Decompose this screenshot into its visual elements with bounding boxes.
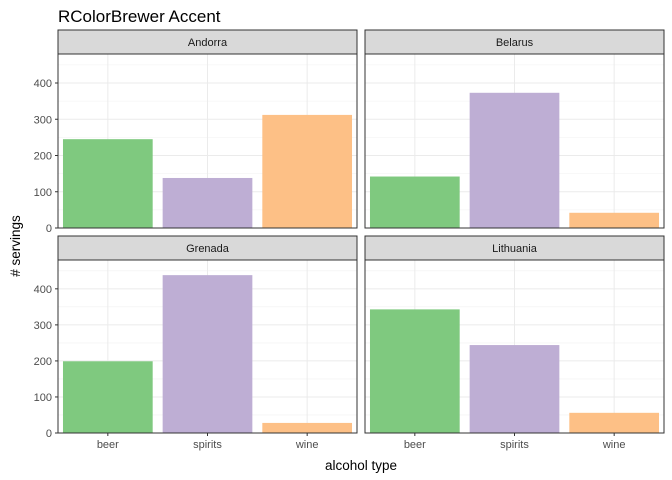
bar-beer bbox=[62, 139, 153, 228]
facet-strip bbox=[57, 29, 358, 55]
bar-beer bbox=[369, 176, 460, 228]
x-axis-title: alcohol type bbox=[325, 458, 397, 473]
bar-wine bbox=[262, 114, 353, 228]
facet-panel-lithuania: Lithuania beer spirits wine bbox=[364, 235, 665, 451]
bar-spirits bbox=[469, 92, 560, 228]
y-tick-label: 200 bbox=[34, 151, 52, 163]
y-tick-label: 100 bbox=[34, 187, 52, 199]
y-tick-label: 400 bbox=[34, 284, 52, 296]
x-tick-label: wine bbox=[295, 439, 319, 451]
bar-wine bbox=[262, 422, 353, 433]
facet-panel-grenada: Grenada 0 100 200 300 400 beer spirits wine bbox=[34, 235, 358, 451]
bar-beer bbox=[369, 309, 460, 433]
y-tick-label: 100 bbox=[34, 392, 52, 404]
x-tick-label: beer bbox=[97, 439, 119, 451]
chart-title: RColorBrewer Accent bbox=[58, 7, 221, 26]
facet-strip-label: Grenada bbox=[186, 243, 230, 255]
x-tick-label: spirits bbox=[500, 439, 529, 451]
facet-strip-label: Andorra bbox=[188, 37, 228, 49]
facet-strip-label: Lithuania bbox=[492, 243, 538, 255]
x-tick-label: spirits bbox=[193, 439, 222, 451]
bar-spirits bbox=[469, 345, 560, 433]
y-tick-label: 0 bbox=[46, 223, 52, 235]
bar-beer bbox=[62, 361, 153, 433]
y-tick-label: 300 bbox=[34, 114, 52, 126]
y-tick-label: 300 bbox=[34, 320, 52, 332]
bar-wine bbox=[569, 212, 660, 228]
y-tick-label: 400 bbox=[34, 78, 52, 90]
x-tick-label: wine bbox=[602, 439, 626, 451]
facet-strip-label: Belarus bbox=[496, 37, 534, 49]
facet-panel-belarus: Belarus bbox=[364, 29, 665, 229]
facet-strip bbox=[364, 29, 665, 55]
facet-panel-andorra: Andorra 0 100 200 300 400 bbox=[34, 29, 358, 235]
facet-strip bbox=[57, 235, 358, 261]
bar-spirits bbox=[162, 275, 253, 433]
bar-spirits bbox=[162, 177, 253, 228]
y-axis-title: # servings bbox=[8, 215, 23, 277]
y-tick-label: 0 bbox=[46, 428, 52, 440]
x-tick-label: beer bbox=[404, 439, 426, 451]
facet-strip bbox=[364, 235, 665, 261]
bar-wine bbox=[569, 412, 660, 433]
facet-panels: Andorra 0 100 200 300 400 Belarus Grenada 0 100 20… bbox=[34, 29, 665, 451]
y-tick-label: 200 bbox=[34, 356, 52, 368]
